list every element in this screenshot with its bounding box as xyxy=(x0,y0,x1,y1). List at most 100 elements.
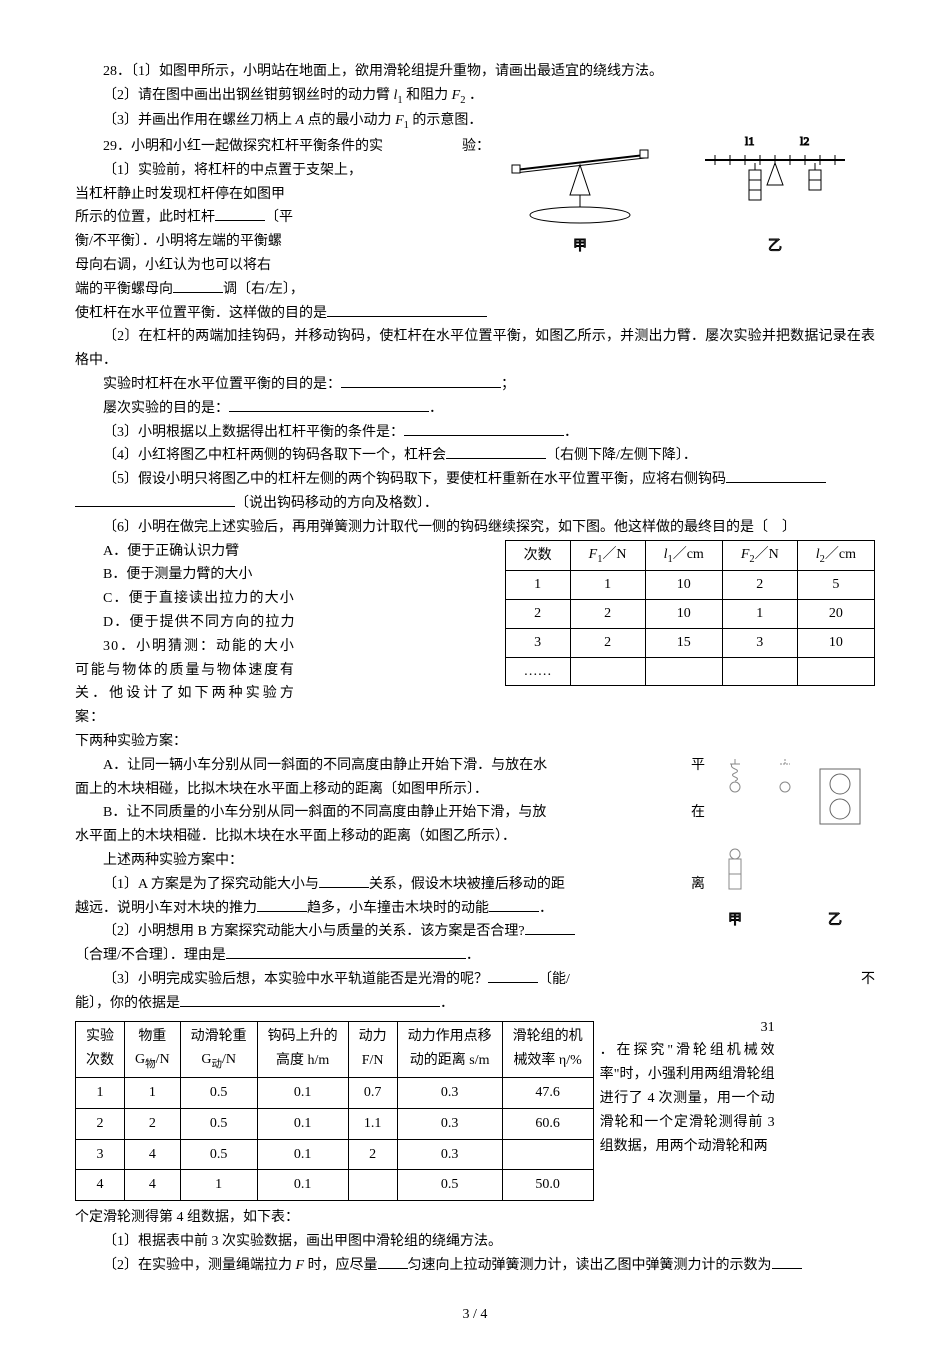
q30-p1c: 离 xyxy=(663,873,705,897)
q29-p13bt: 〔说出钩码移动的方向及格数〕． xyxy=(235,496,438,511)
q30-pBa: B．让不同质量的小车分别从同一斜面的不同高度由静止开始下滑，与放 xyxy=(103,805,546,820)
t1-h0: 次数 xyxy=(505,540,570,571)
table-row: 2210120 xyxy=(505,600,874,629)
blank xyxy=(180,993,440,1007)
t2-h6: 动力作用点移动的距离 s/m xyxy=(397,1021,502,1077)
q29-p12b: 〔右侧下降/左侧下降〕． xyxy=(546,448,697,463)
blank xyxy=(446,445,546,459)
q31-sidetext: ．在探究"滑轮组机械效率"时，小强利用两组滑轮组进行了 4 次测量，用一个动滑轮… xyxy=(600,1043,775,1153)
q29-p6: 端的平衡螺母向 调〔右/左〕， xyxy=(75,278,875,302)
q30-pBb: 在 xyxy=(663,801,705,825)
t2-h3: 动滑轮重G动/N xyxy=(180,1021,257,1077)
table-row: …… xyxy=(505,657,874,686)
q30-p2bt: 〔合理/不合理〕．理由是 xyxy=(75,948,226,963)
q30-p1f: ． xyxy=(539,901,553,916)
q30-title: 30．小明猜测：动能的大小可能与物体的质量与物体速度有关．他设计了如下两种实验方… xyxy=(75,635,295,730)
q28-l2c: ． xyxy=(469,88,483,103)
table-row: 340.50.120.3 xyxy=(76,1139,594,1170)
q29-ta: 29．小明和小红一起做探究杠杆平衡条件的实 xyxy=(75,135,383,159)
page-number: 3 / 4 xyxy=(75,1303,875,1327)
t2-h4: 钩码上升的高度 h/m xyxy=(257,1021,348,1077)
q29-p13a: 〔5〕假设小明只将图乙中的杠杆左侧的两个钩码取下，要使杠杆重新在水平位置平衡，应… xyxy=(103,472,726,487)
q30-p1a: 〔1〕A 方案是为了探究动能大小与 xyxy=(103,877,319,892)
q28-line2: 〔2〕请在图中画出出钢丝钳剪钢丝时的动力臂 l1 和阻力 F2 ． xyxy=(75,84,875,110)
t2-h2: 物重G物/N xyxy=(125,1021,181,1077)
blank xyxy=(726,469,826,483)
q28-line3: 〔3〕并画出作用在螺丝刀柄上 A 点的最小动力 F1 的示意图． xyxy=(75,109,875,135)
q29-p11a: 〔3〕小明根据以上数据得出杠杆平衡的条件是： xyxy=(103,425,404,440)
q30-figure: 甲 乙 xyxy=(705,754,875,944)
q31-p2a: 〔2〕在实验中，测量绳端拉力 xyxy=(103,1258,292,1273)
q28-l2a: 〔2〕请在图中画出出钢丝钳剪钢丝时的动力臂 xyxy=(103,88,390,103)
fig-l2: l2 xyxy=(800,135,809,148)
q30-p3c: 不 xyxy=(833,968,875,992)
table-row: 220.50.11.10.360.6 xyxy=(76,1108,594,1139)
q29-p10a: 屡次实验的目的是： xyxy=(103,401,229,416)
q30-p3b: 〔能/ xyxy=(538,972,570,987)
fig-yi-label: 乙 xyxy=(768,238,782,254)
q30-p1dt: 越远．说明小车对木块的推力 xyxy=(75,901,257,916)
q31-p1: 〔1〕根据表中前 3 次实验数据，画出甲图中滑轮组的绕绳方法。 xyxy=(75,1230,875,1254)
q29-p10: 屡次实验的目的是： ． xyxy=(75,397,875,421)
q28-l2b: 和阻力 xyxy=(406,88,448,103)
blank xyxy=(173,279,223,293)
q30-p2a: 〔2〕小明想用 B 方案探究动能大小与质量的关系．该方案是否合理? xyxy=(103,924,525,939)
blank xyxy=(226,945,466,959)
t1-h2: l1／cm xyxy=(645,540,722,571)
q31-p2c: 匀速向上拉动弹簧测力计，读出乙图中弹簧测力计的示数为 xyxy=(408,1258,772,1273)
blank xyxy=(75,493,235,507)
blank xyxy=(327,303,487,317)
table-row: 3215310 xyxy=(505,628,874,657)
q29-p10b: ． xyxy=(429,401,443,416)
q30-p3dt: 能〕，你的依据是 xyxy=(75,996,180,1011)
q29-p14: 〔6〕小明在做完上述实验后，再用弹簧测力计取代一侧的钩码继续探究，如下图。他这样… xyxy=(75,516,875,540)
q29-p6a: 端的平衡螺母向 xyxy=(75,282,173,297)
q29-p8: 〔2〕在杠杆的两端加挂钩码，并移动钩码，使杠杆在水平位置平衡，如图乙所示，并测出… xyxy=(75,325,875,373)
svg-text:甲: 甲 xyxy=(728,913,742,928)
q29-p9a: 实验时杠杆在水平位置平衡的目的是： xyxy=(103,377,341,392)
q29-p11: 〔3〕小明根据以上数据得出杠杆平衡的条件是：． xyxy=(75,421,875,445)
q29-p7a: 使杠杆在水平位置平衡．这样做的目的是 xyxy=(75,306,327,321)
q29-p9b: ； xyxy=(501,377,515,392)
t1-h1: F1／N xyxy=(570,540,645,571)
q30-linef: 下两种实验方案： xyxy=(75,730,875,754)
blank xyxy=(319,874,369,888)
q29-p13: 〔5〕假设小明只将图乙中的杠杆左侧的两个钩码取下，要使杠杆重新在水平位置平衡，应… xyxy=(75,468,875,492)
blank xyxy=(341,374,501,388)
fig-l1: l1 xyxy=(745,135,754,148)
q28-f1: F xyxy=(395,113,404,128)
table-row: 4410.10.550.0 xyxy=(76,1170,594,1201)
blank xyxy=(215,207,265,221)
blank xyxy=(229,398,429,412)
q28-l3a: 〔3〕并画出作用在螺丝刀柄上 xyxy=(103,113,292,128)
q30-pAa: A．让同一辆小车分别从同一斜面的不同高度由静止开始下滑．与放在水 xyxy=(103,758,547,773)
t2-h1: 实验次数 xyxy=(76,1021,125,1077)
blank xyxy=(378,1255,408,1269)
blank xyxy=(772,1255,802,1269)
q29-p9: 实验时杠杆在水平位置平衡的目的是： ； xyxy=(75,373,875,397)
q31-after: 个定滑轮测得第 4 组数据，如下表： xyxy=(75,1206,875,1230)
q30-p2b: 〔合理/不合理〕．理由是 ． xyxy=(75,944,875,968)
q30-p3d: 能〕，你的依据是 ． xyxy=(75,992,875,1016)
q30-p2c: ． xyxy=(466,948,480,963)
q31-p2: 〔2〕在实验中，测量绳端拉力 F 时，应尽量匀速向上拉动弹簧测力计，读出乙图中弹… xyxy=(75,1254,875,1278)
q31-F: F xyxy=(296,1258,305,1273)
q30-pAb: 平 xyxy=(663,754,705,778)
q29-p6b: 调〔右/左〕， xyxy=(223,282,304,297)
q28-f2sub: 2 xyxy=(460,95,465,106)
q29-p3a: 所示的位置，此时杠杆 xyxy=(75,210,215,225)
q29-p7: 使杠杆在水平位置平衡．这样做的目的是 xyxy=(75,302,875,326)
q29-figure: 甲 l1 l2 乙 xyxy=(485,135,875,265)
q29-p3b: 〔平 xyxy=(265,210,293,225)
blank xyxy=(525,921,575,935)
q30-p3: 〔3〕小明完成实验后想，本实验中水平轨道能否是光滑的呢？〔能/不 xyxy=(75,968,875,992)
q28-line1: 28．〔1〕如图甲所示，小明站在地面上，欲用滑轮组提升重物，请画出最适宜的绕线方… xyxy=(75,60,875,84)
q30-p1b: 关系，假设木块被撞后移动的距 xyxy=(369,877,565,892)
q30-p3e: ． xyxy=(440,996,454,1011)
q28-l1sub: 1 xyxy=(397,95,402,106)
q31-num: 31 xyxy=(600,1016,775,1040)
q28-f2: F xyxy=(452,88,461,103)
q29-p12: 〔4〕小红将图乙中杠杆两侧的钩码各取下一个，杠杆会〔右侧下降/左侧下降〕． xyxy=(75,444,875,468)
q29-p13b: 〔说出钩码移动的方向及格数〕． xyxy=(75,492,875,516)
t2-h5: 动力F/N xyxy=(348,1021,397,1077)
